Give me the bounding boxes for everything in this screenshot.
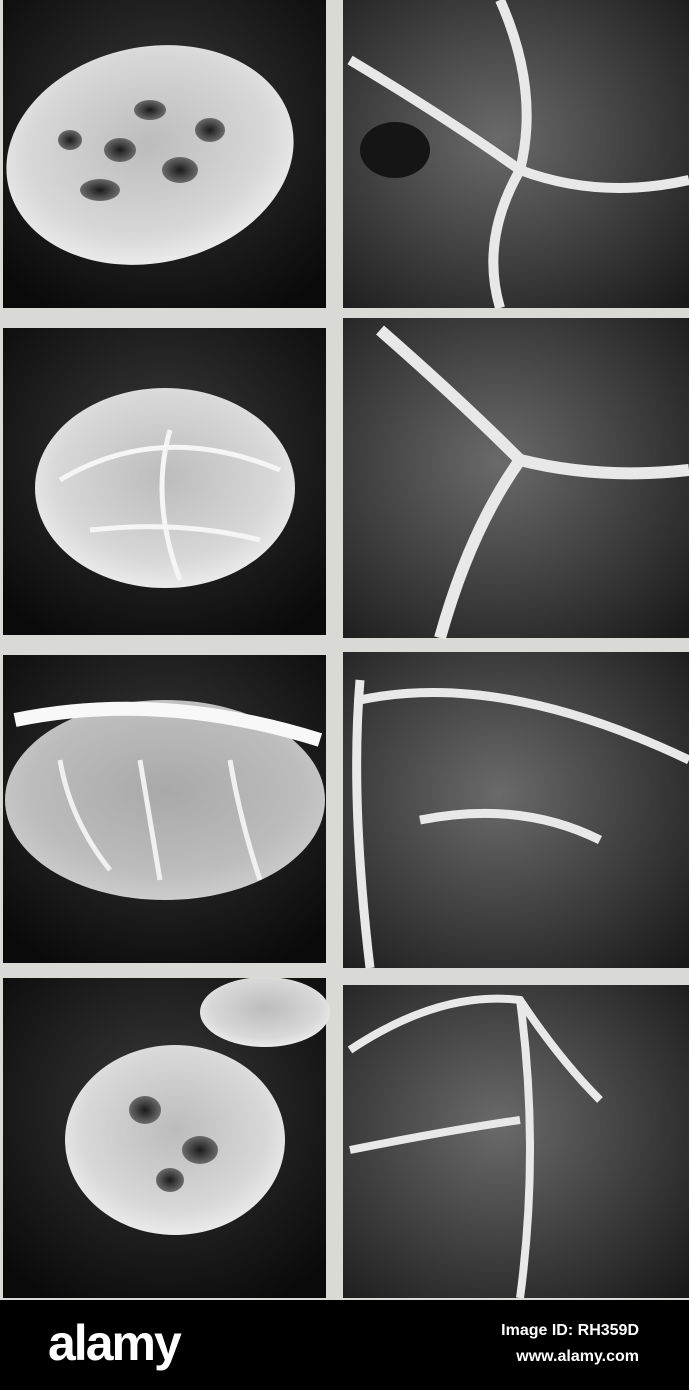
surface-ridges <box>347 0 689 1299</box>
micrograph-plate <box>3 0 689 1299</box>
pollen-grain <box>5 700 325 900</box>
logo: alamy <box>48 1315 182 1371</box>
url: www.alamy.com <box>516 1348 639 1365</box>
footer: alamy Image ID: RH359D www.alamy.com <box>0 1300 689 1390</box>
pollen-grain <box>65 977 330 1235</box>
pollen-grain <box>35 388 295 588</box>
image-id: Image ID: RH359D <box>501 1322 639 1339</box>
pollen-grain <box>6 45 294 265</box>
